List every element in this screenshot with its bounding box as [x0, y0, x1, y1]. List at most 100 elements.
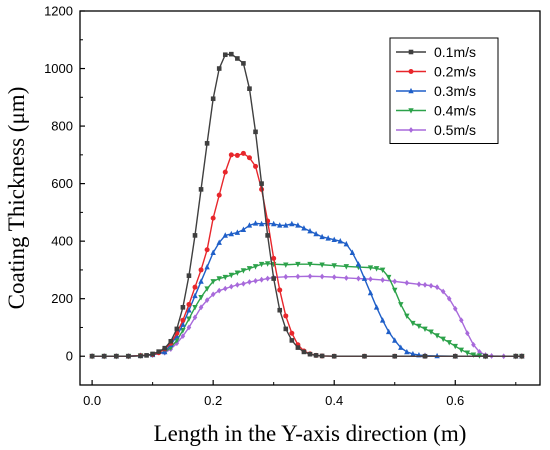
data-point	[289, 330, 295, 336]
data-point	[235, 281, 240, 288]
data-point	[458, 347, 465, 354]
data-point	[228, 152, 234, 158]
data-point	[349, 249, 356, 255]
data-point	[101, 353, 107, 359]
series-0-5m-s	[89, 273, 525, 360]
data-point	[344, 275, 349, 281]
data-point	[252, 220, 259, 226]
data-point	[198, 304, 204, 311]
data-point	[186, 324, 192, 331]
data-point	[331, 353, 337, 359]
data-point	[174, 326, 180, 332]
data-point	[385, 328, 392, 335]
data-point	[289, 220, 295, 227]
data-point	[270, 220, 277, 227]
data-point	[422, 353, 428, 359]
data-point	[222, 169, 228, 175]
data-point	[331, 274, 337, 281]
legend-item: 0.3m/s	[396, 83, 476, 99]
legend-marker	[408, 49, 414, 55]
data-point	[410, 320, 416, 327]
data-point	[186, 307, 192, 313]
data-point	[271, 276, 276, 281]
y-tick-label: 1200	[44, 4, 73, 19]
data-point	[307, 227, 313, 234]
data-point	[392, 287, 398, 294]
data-point	[446, 340, 452, 346]
data-point	[313, 230, 319, 237]
data-point	[247, 86, 252, 91]
data-point	[331, 236, 337, 243]
data-point	[240, 268, 247, 274]
legend-marker	[408, 69, 414, 74]
y-tick-label: 600	[51, 176, 73, 191]
data-point	[373, 266, 380, 272]
data-point	[283, 262, 289, 268]
x-tick-label: 0.6	[446, 393, 464, 408]
data-point	[283, 326, 289, 332]
data-point	[319, 262, 325, 268]
data-point	[471, 341, 476, 348]
series-0-1m-s	[89, 51, 525, 359]
data-point	[210, 291, 216, 298]
data-point	[265, 233, 270, 238]
data-point	[198, 278, 204, 284]
data-point	[319, 273, 325, 280]
data-point	[144, 353, 149, 358]
data-point	[192, 305, 198, 311]
data-point	[307, 351, 313, 357]
legend-marker	[408, 127, 414, 133]
data-point	[204, 286, 210, 292]
data-point	[367, 289, 374, 296]
legend-marker	[408, 108, 414, 114]
data-point	[246, 266, 253, 272]
data-point	[234, 270, 241, 276]
data-point	[301, 349, 307, 355]
data-point	[186, 301, 192, 307]
data-point	[156, 349, 161, 354]
data-point	[422, 326, 428, 332]
data-point	[283, 313, 289, 319]
data-point	[204, 297, 210, 304]
data-point	[283, 273, 289, 280]
data-point	[240, 226, 247, 232]
data-point	[277, 287, 283, 293]
data-point	[186, 273, 192, 278]
data-point	[295, 222, 301, 228]
data-point	[198, 294, 204, 301]
data-point	[271, 255, 277, 261]
data-point	[355, 261, 362, 267]
legend-label: 0.5m/s	[434, 122, 476, 138]
data-point	[222, 52, 228, 58]
legend-label: 0.4m/s	[434, 103, 476, 119]
data-point	[295, 261, 301, 268]
data-point	[204, 263, 210, 270]
data-point	[392, 278, 398, 285]
legend-label: 0.3m/s	[434, 83, 476, 99]
data-point	[367, 265, 374, 271]
data-point	[380, 277, 385, 283]
data-point	[246, 222, 253, 228]
y-axis-title: Coating Thickness (μm)	[4, 87, 29, 310]
data-point	[398, 344, 404, 350]
data-point	[325, 235, 331, 241]
data-point	[222, 274, 228, 281]
data-point	[247, 279, 252, 285]
data-point	[229, 283, 234, 290]
data-point	[446, 295, 452, 302]
data-point	[259, 181, 264, 186]
data-point	[180, 321, 186, 327]
data-point	[464, 350, 471, 356]
data-point	[295, 273, 301, 280]
data-point	[416, 323, 422, 330]
data-point	[210, 215, 216, 221]
data-point	[343, 264, 350, 270]
data-point	[265, 275, 270, 282]
data-point	[404, 348, 410, 355]
data-point	[459, 317, 464, 324]
data-point	[259, 276, 264, 283]
data-point	[452, 343, 458, 350]
data-point	[229, 51, 234, 57]
data-point	[440, 288, 446, 295]
